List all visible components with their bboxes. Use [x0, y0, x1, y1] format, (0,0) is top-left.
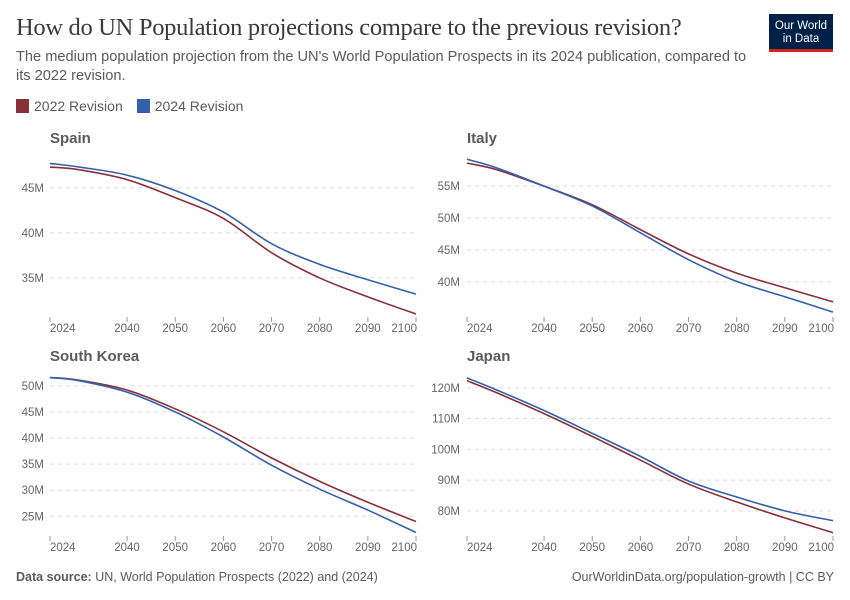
series-line-2024-revision — [466, 377, 834, 522]
series-line-2024-revision — [49, 162, 417, 295]
legend-label: 2022 Revision — [34, 98, 123, 114]
x-tick-label: 2024 — [467, 542, 493, 554]
y-tick-label: 40M — [22, 228, 44, 240]
x-tick-label: 2040 — [531, 542, 557, 554]
chart-title: How do UN Population projections compare… — [16, 14, 682, 41]
series-line-2024-revision — [466, 158, 834, 313]
y-tick-label: 55M — [438, 181, 460, 193]
y-tick-label: 80M — [438, 506, 460, 518]
chart-subtitle: The medium population projection from th… — [16, 49, 747, 84]
y-tick-label: 45M — [22, 183, 44, 195]
y-tick-label: 40M — [22, 433, 44, 445]
owid-logo[interactable]: Our World in Data — [769, 14, 833, 52]
x-tick-label: 2070 — [259, 323, 285, 335]
x-tick-label: 2070 — [259, 542, 285, 554]
series-line-2022-revision — [466, 162, 834, 303]
x-tick-label: 2024 — [50, 323, 76, 335]
x-tick-label: 2080 — [307, 542, 333, 554]
x-tick-label: 2050 — [579, 323, 605, 335]
y-tick-label: 45M — [22, 407, 44, 419]
y-tick-label: 50M — [22, 381, 44, 393]
x-tick-label: 2100 — [808, 542, 834, 554]
x-tick-label: 2070 — [676, 542, 702, 554]
footer-link[interactable]: OurWorldinData.org/population-growth | C… — [571, 570, 834, 584]
legend-label: 2024 Revision — [154, 98, 244, 114]
y-tick-label: 120M — [431, 383, 460, 395]
y-tick-label: 45M — [438, 245, 460, 257]
x-tick-label: 2090 — [772, 542, 798, 554]
x-tick-label: 2050 — [162, 542, 188, 554]
series-line-2024-revision — [49, 376, 417, 534]
x-tick-label: 2080 — [724, 323, 750, 335]
x-tick-label: 2100 — [391, 323, 417, 335]
x-tick-label: 2080 — [307, 323, 333, 335]
legend-item-2022[interactable]: 2022 Revision — [16, 98, 123, 114]
x-tick-label: 2090 — [355, 542, 381, 554]
x-tick-label: 2060 — [211, 323, 237, 335]
series-line-2022-revision — [466, 379, 834, 534]
x-tick-label: 2024 — [50, 542, 76, 554]
panel-title: Spain — [50, 130, 91, 147]
panel-title: Italy — [467, 130, 498, 147]
x-tick-label: 2080 — [724, 542, 750, 554]
x-tick-label: 2060 — [628, 542, 654, 554]
x-tick-label: 2090 — [355, 323, 381, 335]
legend-swatch-2022 — [16, 99, 29, 113]
panel-title: Japan — [467, 348, 510, 365]
series-line-2022-revision — [49, 166, 417, 315]
legend-swatch-2024 — [136, 99, 150, 113]
x-tick-label: 2040 — [114, 542, 140, 554]
x-tick-label: 2024 — [467, 323, 493, 335]
data-source: Data source: UN, World Population Prospe… — [16, 570, 378, 584]
x-tick-label: 2100 — [808, 323, 834, 335]
y-tick-label: 30M — [22, 485, 44, 497]
y-tick-label: 110M — [432, 414, 460, 426]
x-tick-label: 2050 — [162, 323, 188, 335]
x-tick-label: 2060 — [211, 542, 237, 554]
y-tick-label: 40M — [438, 277, 460, 289]
x-tick-label: 2040 — [531, 323, 557, 335]
x-tick-label: 2060 — [628, 323, 654, 335]
data-source-text: UN, World Population Prospects (2022) an… — [95, 570, 378, 584]
y-tick-label: 25M — [22, 511, 44, 523]
panel-title: South Korea — [50, 348, 140, 365]
x-tick-label: 2040 — [114, 323, 140, 335]
y-tick-label: 100M — [431, 444, 460, 456]
y-tick-label: 90M — [438, 475, 460, 487]
legend: 2022 Revision 2024 Revision — [16, 98, 243, 114]
x-tick-label: 2050 — [579, 542, 605, 554]
x-tick-label: 2100 — [391, 542, 417, 554]
data-source-label: Data source: — [16, 570, 92, 584]
y-tick-label: 35M — [22, 273, 44, 285]
legend-item-2024[interactable]: 2024 Revision — [136, 98, 244, 114]
series-line-2022-revision — [49, 376, 417, 523]
y-tick-label: 35M — [22, 459, 44, 471]
x-tick-label: 2070 — [676, 323, 702, 335]
y-tick-label: 50M — [438, 213, 460, 225]
x-tick-label: 2090 — [772, 323, 798, 335]
